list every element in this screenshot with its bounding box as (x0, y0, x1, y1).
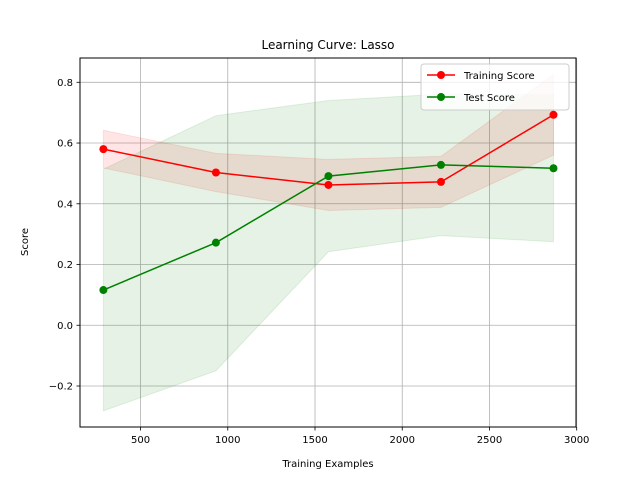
training-score-point (99, 145, 108, 154)
test-score-point (324, 172, 333, 181)
training-score-point (211, 168, 220, 177)
training-score-point (549, 110, 558, 119)
x-tick-label: 2500 (477, 435, 502, 446)
legend-label-training-score: Training Score (463, 71, 535, 82)
y-axis-ticks: −0.2 0.0 0.2 0.4 0.6 0.8 (49, 78, 80, 393)
legend-marker-test-score (437, 93, 445, 101)
y-tick-label: 0.4 (57, 199, 73, 210)
training-score-point (436, 177, 445, 186)
test-score-point (99, 286, 108, 295)
x-axis-label: Training Examples (281, 459, 373, 470)
x-tick-label: 3000 (564, 435, 589, 446)
x-tick-label: 500 (131, 435, 150, 446)
legend: Training Score Test Score (420, 63, 570, 111)
series-points (99, 110, 558, 295)
x-tick-label: 1500 (302, 435, 327, 446)
plot-frame (79, 57, 577, 428)
x-axis-ticks: 500 1000 1500 2000 2500 3000 (131, 427, 589, 446)
y-tick-label: 0.8 (57, 78, 73, 89)
y-axis-label: Score (20, 228, 31, 256)
y-tick-label: 0.0 (57, 321, 73, 332)
training-score-point (324, 180, 333, 189)
y-tick-label: 0.2 (57, 260, 73, 271)
legend-marker-training-score (437, 71, 445, 79)
test-score-point (211, 238, 220, 247)
y-tick-label: −0.2 (49, 382, 73, 393)
legend-box (420, 63, 570, 111)
legend-label-test-score: Test Score (463, 93, 515, 104)
x-tick-label: 2000 (390, 435, 415, 446)
y-tick-label: 0.6 (57, 139, 73, 150)
chart-title: Learning Curve: Lasso (261, 38, 394, 52)
test-score-point (436, 160, 445, 169)
test-score-point (549, 164, 558, 173)
x-tick-label: 1000 (215, 435, 240, 446)
